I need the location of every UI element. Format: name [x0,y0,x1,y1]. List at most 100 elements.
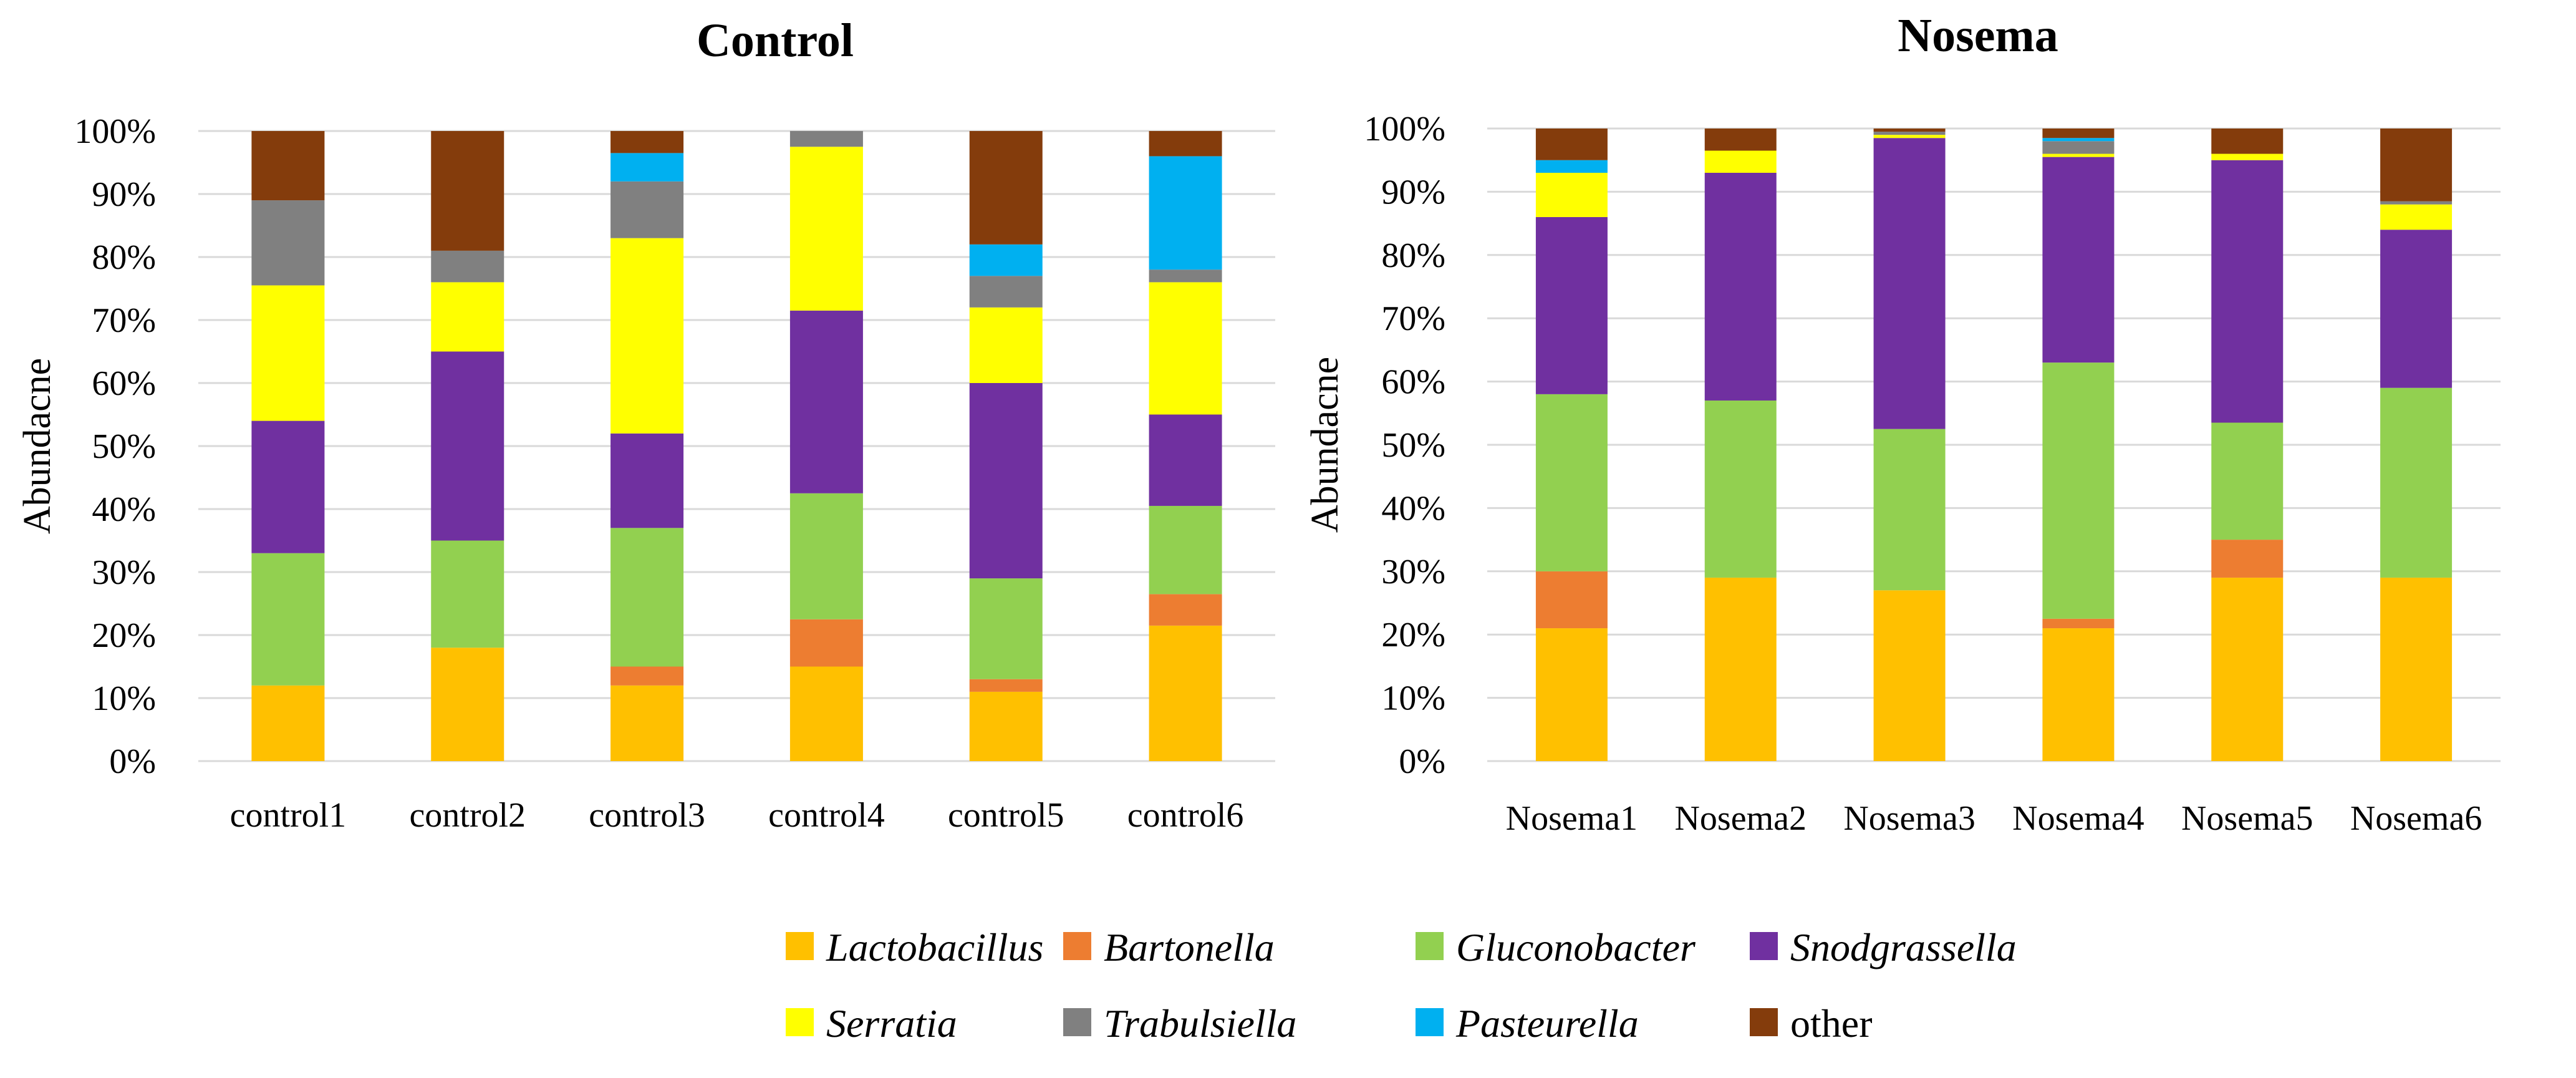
bar-segment-nosema1-gluconobacter [1535,394,1608,571]
bar-segment-control2-serratia [431,282,504,352]
bar-segment-control6-trabulsiella [1149,270,1222,283]
bar-segment-control1-serratia [251,285,325,421]
legend-swatch-trabulsiella [1063,1008,1091,1036]
bar-segment-control4-lactobacillus [789,666,863,761]
bar-segment-nosema1-bartonella [1535,571,1608,629]
bar-segment-nosema6-gluconobacter [2380,387,2453,578]
bar-segment-control5-trabulsiella [969,276,1043,308]
bar-segment-control6-pasteurella [1149,156,1222,270]
bar-segment-nosema3-lactobacillus [1873,590,1946,761]
bar-segment-control2-other [431,131,504,251]
bar-segment-nosema6-lactobacillus [2380,577,2453,761]
control-y-axis-title: Abundacne [16,358,59,534]
bar-segment-nosema1-lactobacillus [1535,628,1608,761]
bar-segment-control6-snodgrassella [1149,414,1222,506]
x-tick-label-nosema2: Nosema2 [1674,799,1807,838]
control-y-tick-label: 40% [92,490,156,529]
nosema-y-tick-label: 90% [1381,173,1445,211]
bar-segment-control6-gluconobacter [1149,505,1222,595]
control-y-tick-label: 100% [74,112,156,151]
nosema-y-tick-label: 60% [1381,363,1445,402]
control-y-tick-label: 60% [92,364,156,403]
bar-segment-control3-other [610,131,684,153]
legend-label-snodgrassella: Snodgrassella [1790,925,2017,969]
bar-segment-nosema6-serratia [2380,204,2453,230]
legend-label-bartonella: Bartonella [1104,925,1275,969]
bar-segment-nosema5-snodgrassella [2211,160,2284,423]
legend-swatch-pasteurella [1416,1008,1444,1036]
bar-segment-nosema6-other [2380,129,2453,202]
control-chart-title: Control [697,14,854,67]
bar-segment-control2-gluconobacter [431,540,504,648]
x-tick-label-control3: control3 [589,796,705,835]
nosema-y-tick-label: 0% [1399,742,1445,781]
bar-segment-control5-other [969,131,1043,245]
nosema-y-tick-label: 40% [1381,489,1445,528]
bar-segment-nosema5-serratia [2211,153,2284,160]
control-y-tick-label: 90% [92,175,156,214]
bar-segment-control3-snodgrassella [610,433,684,528]
bar-segment-nosema5-gluconobacter [2211,422,2284,540]
legend-label-pasteurella: Pasteurella [1455,1001,1639,1046]
legend-swatch-snodgrassella [1750,932,1778,960]
bar-segment-nosema4-snodgrassella [2042,157,2115,363]
legend-label-gluconobacter: Gluconobacter [1456,925,1696,969]
nosema-y-tick-label: 50% [1381,426,1445,465]
bar-segment-nosema3-gluconobacter [1873,429,1946,591]
bar-segment-control4-serratia [789,147,863,311]
x-tick-label-nosema3: Nosema3 [1843,799,1975,838]
nosema-y-tick-label: 10% [1381,679,1445,718]
bar-segment-nosema6-snodgrassella [2380,230,2453,388]
nosema-chart: Nosema 0% 10% 20% 30% 40% 50% 60% 70% 80% 90% 100% A… [1304,9,2501,838]
bar-segment-nosema5-lactobacillus [2211,577,2284,761]
control-y-tick-label: 30% [92,553,156,592]
bar-segment-nosema2-serratia [1704,150,1777,173]
control-y-tick-label: 10% [92,679,156,718]
nosema-y-tick-label: 20% [1381,616,1445,654]
control-y-tick-label: 80% [92,238,156,277]
x-tick-label-control2: control2 [409,796,526,835]
bar-segment-nosema5-other [2211,129,2284,154]
bar-segment-control1-trabulsiella [251,200,325,286]
legend-label-serratia: Serratia [826,1001,957,1046]
nosema-chart-title: Nosema [1898,9,2058,62]
x-tick-label-control6: control6 [1127,796,1244,835]
bar-segment-nosema2-other [1704,129,1777,151]
bar-segment-control5-lactobacillus [969,691,1043,761]
bar-segment-nosema1-snodgrassella [1535,216,1608,394]
bar-segment-control6-other [1149,131,1222,157]
bar-segment-nosema4-other [2042,129,2115,138]
bar-segment-control6-lactobacillus [1149,625,1222,761]
bar-segment-nosema1-pasteurella [1535,160,1608,173]
bar-segment-nosema4-pasteurella [2042,138,2115,142]
legend-swatch-serratia [786,1008,814,1036]
bar-segment-control3-pasteurella [610,153,684,182]
bar-segment-control4-trabulsiella [789,131,863,147]
bar-segment-control4-bartonella [789,619,863,667]
nosema-y-tick-label: 30% [1381,553,1445,591]
x-tick-label-control5: control5 [948,796,1064,835]
bar-segment-nosema1-serratia [1535,172,1608,217]
legend-swatch-gluconobacter [1416,932,1444,960]
bar-segment-control3-serratia [610,238,684,434]
bar-segment-control1-other [251,131,325,201]
control-y-tick-label: 0% [109,742,156,781]
bar-segment-control6-bartonella [1149,594,1222,626]
bar-segment-control5-snodgrassella [969,383,1043,579]
bar-segment-control1-snodgrassella [251,420,325,553]
bar-segment-nosema4-gluconobacter [2042,362,2115,619]
bar-segment-control4-snodgrassella [789,310,863,493]
bar-segment-control2-snodgrassella [431,351,504,541]
nosema-y-axis-title: Abundacne [1304,357,1346,533]
control-y-tick-label: 20% [92,616,156,655]
bar-segment-control5-serratia [969,307,1043,383]
legend: Lactobacillus Bartonella Gluconobacter Snod… [786,925,2017,1046]
bar-segment-control3-lactobacillus [610,685,684,761]
x-tick-label-nosema6: Nosema6 [2350,799,2482,838]
legend-swatch-bartonella [1063,932,1091,960]
bar-segment-nosema4-serratia [2042,153,2115,157]
bar-segment-nosema4-trabulsiella [2042,141,2115,154]
bar-segment-control3-trabulsiella [610,181,684,238]
legend-label-lactobacillus: Lactobacillus [826,925,1043,969]
